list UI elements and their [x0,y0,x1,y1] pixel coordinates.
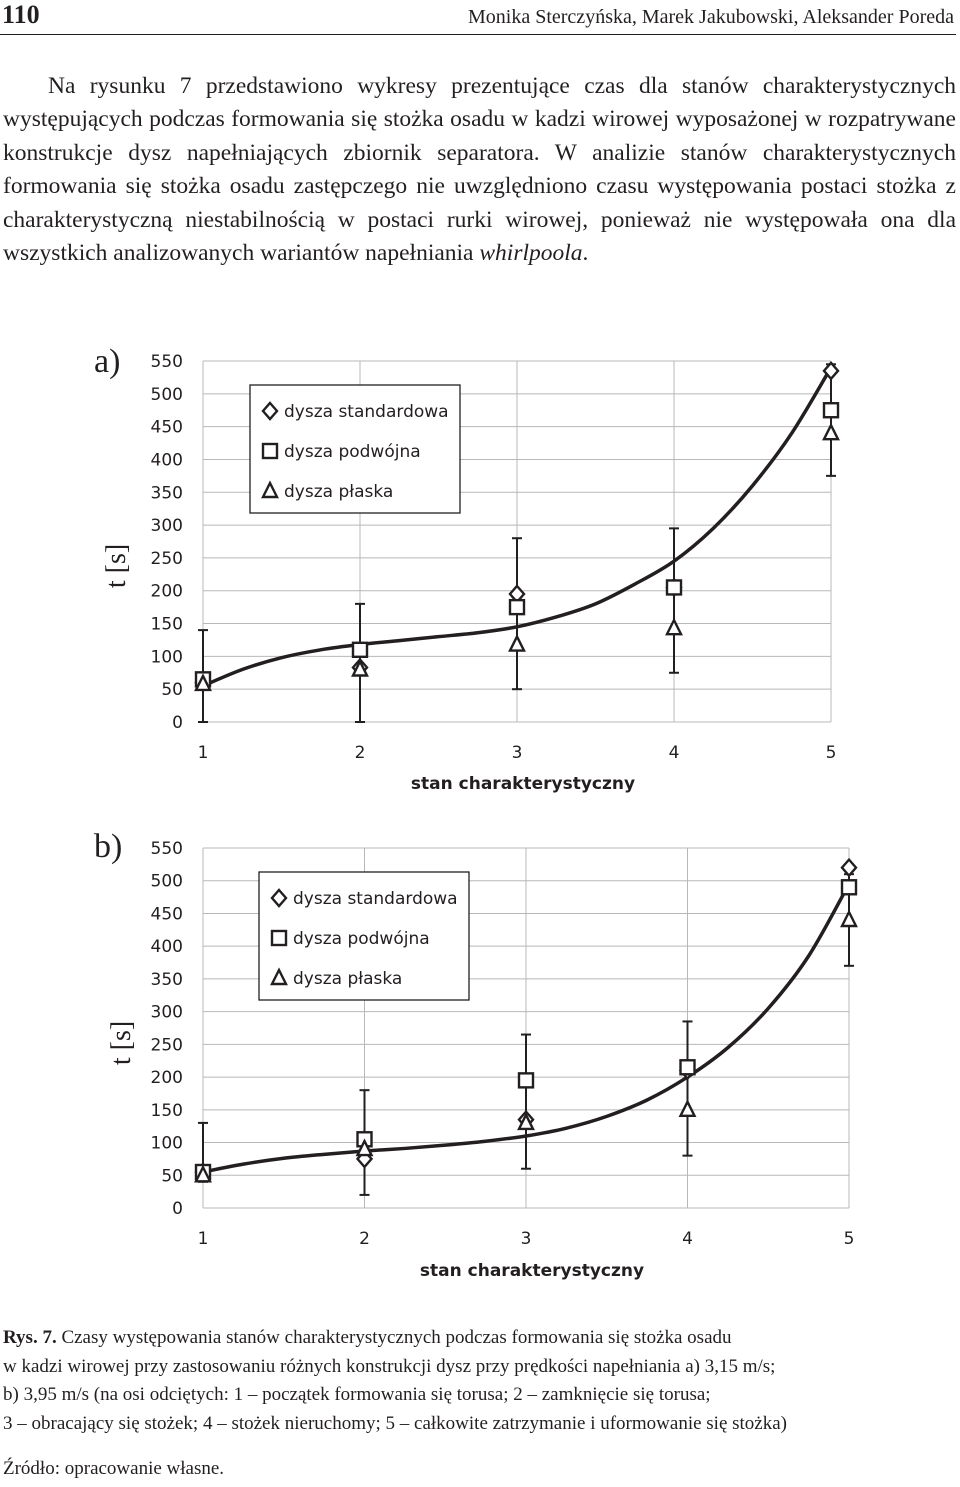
legend-entry: dysza standardowa [284,402,449,422]
y-tick-label: 100 [151,1134,183,1154]
data-point-triangle [678,1099,697,1118]
data-point-triangle [840,909,858,928]
legend: dysza standardowa dysza podwójna dysza pła… [249,384,461,514]
legend-entry: dysza podwójna [293,929,430,949]
x-tick-label: 1 [198,1229,209,1249]
trend-curve [202,883,851,1174]
y-tick-label: 550 [151,352,183,372]
x-tick-label: 3 [521,1229,532,1249]
y-tick-label: 350 [151,483,183,503]
caption-line-2: w kadzi wirowej przy zastosowaniu różnyc… [3,1355,776,1377]
data-point-triangle [194,673,212,692]
y-tick-label: 0 [172,713,183,733]
figure-source: Źródło: opracowanie własne. [3,1458,225,1479]
legend-marker-triangle [270,967,288,986]
chart-b-svg: b) t [s] 0 50 100 150 200 250 300 350 400 450 500 550… [94,828,858,1281]
y-tick-label: 300 [151,516,183,536]
data-point-triangle [517,1112,535,1131]
x-tick-label: 2 [359,1229,370,1249]
data-point-square [351,641,369,658]
legend-marker-diamond [270,888,288,908]
y-tick-label: 50 [161,680,183,700]
data-point-square [679,1059,696,1076]
y-tick-label: 350 [151,970,183,990]
data-point-triangle [355,1138,374,1157]
x-tick-label: 3 [512,743,523,763]
x-tick-label: 4 [682,1229,693,1249]
chart-a-svg: a) t [s] 0 50 100 150 200 250 300 350 400 450 500 550… [94,343,840,794]
legend-box [258,871,470,1001]
x-tick-label: 2 [355,743,366,763]
y-tick-label: 100 [151,647,183,667]
y-tick-label: 200 [151,582,183,602]
legend-marker-square [261,442,279,460]
y-tick-label: 50 [161,1166,183,1186]
y-axis-label: t [s] [101,544,132,588]
chart-a: a) t [s] 0 50 100 150 200 250 300 350 400 450 500 550… [0,330,960,810]
caption-line-1: Rys. 7. Czasy występowania stanów charak… [3,1324,956,1353]
body-paragraph-italic: whirlpoola [479,240,583,267]
data-point-triangle [508,633,526,652]
chart-b: b) t [s] 0 50 100 150 200 250 300 350 400 450 500 550… [0,815,960,1295]
data-point-triangle [665,617,683,636]
body-text: Na rysunku 7 przedstawiono wykresy preze… [3,70,956,270]
x-tick-label: 1 [198,743,209,763]
legend-entry: dysza podwójna [284,442,421,462]
caption-label: Rys. 7. [3,1327,57,1348]
legend: dysza standardowa dysza podwójna dysza pła… [258,871,470,1001]
panel-label: b) [94,828,122,865]
figure-caption: Rys. 7. Czasy występowania stanów charak… [3,1324,956,1438]
body-paragraph-end: . [582,240,589,267]
caption-line-3: b) 3,95 m/s (na osi odciętych: 1 – począ… [3,1384,711,1405]
data-point-triangle [822,422,840,441]
y-tick-label: 250 [151,1035,183,1055]
legend-entry: dysza płaska [293,969,402,989]
data-point-triangle [194,1164,212,1183]
error-bars [198,873,854,1196]
y-tick-label: 250 [151,549,183,569]
y-tick-label: 500 [151,872,183,892]
page-header: 110 Monika Sterczyńska, Marek Jakubowski… [0,0,956,35]
x-tick-label: 4 [669,743,680,763]
data-point-square [665,579,683,596]
data-point-square [822,402,840,419]
legend-box [249,384,461,514]
page-number: 110 [2,0,40,29]
x-axis-label: stan charakterystyczny [420,1261,644,1281]
y-tick-label: 400 [151,450,183,470]
legend-marker-diamond [261,401,279,421]
legend-entry: dysza płaska [284,482,393,502]
data-point-square [840,879,858,896]
y-tick-label: 0 [172,1199,183,1219]
series-triangle [194,909,858,1183]
y-axis-label: t [s] [106,1021,137,1065]
y-tick-label: 450 [151,904,183,924]
caption-line-1-text: Czasy występowania stanów charakterystyc… [56,1327,732,1348]
header-authors: Monika Sterczyńska, Marek Jakubowski, Al… [468,6,954,28]
data-point-diamond [822,361,840,381]
y-tick-label: 400 [151,937,183,957]
panel-label: a) [94,343,120,380]
data-point-square [508,598,526,616]
data-point-square [517,1072,535,1089]
series-triangle [194,422,840,692]
x-axis-label: stan charakterystyczny [411,774,635,794]
y-tick-label: 550 [151,839,183,859]
y-tick-label: 300 [151,1003,183,1023]
data-point-diamond [840,857,858,878]
y-tick-label: 150 [151,1101,183,1121]
caption-line-4: 3 – obracający się stożek; 4 – stożek ni… [3,1412,788,1434]
legend-marker-square [270,929,288,947]
data-point-triangle [351,658,369,677]
legend-marker-triangle [261,480,279,499]
x-tick-label: 5 [826,743,837,763]
body-paragraph-text: Na rysunku 7 przedstawiono wykresy preze… [3,73,956,267]
y-tick-label: 450 [151,418,183,438]
y-tick-label: 200 [151,1068,183,1088]
legend-entry: dysza standardowa [293,889,458,909]
x-tick-label: 5 [844,1229,855,1249]
y-tick-label: 150 [151,615,183,635]
y-tick-label: 500 [151,385,183,405]
body-paragraph: Na rysunku 7 przedstawiono wykresy preze… [3,70,956,270]
